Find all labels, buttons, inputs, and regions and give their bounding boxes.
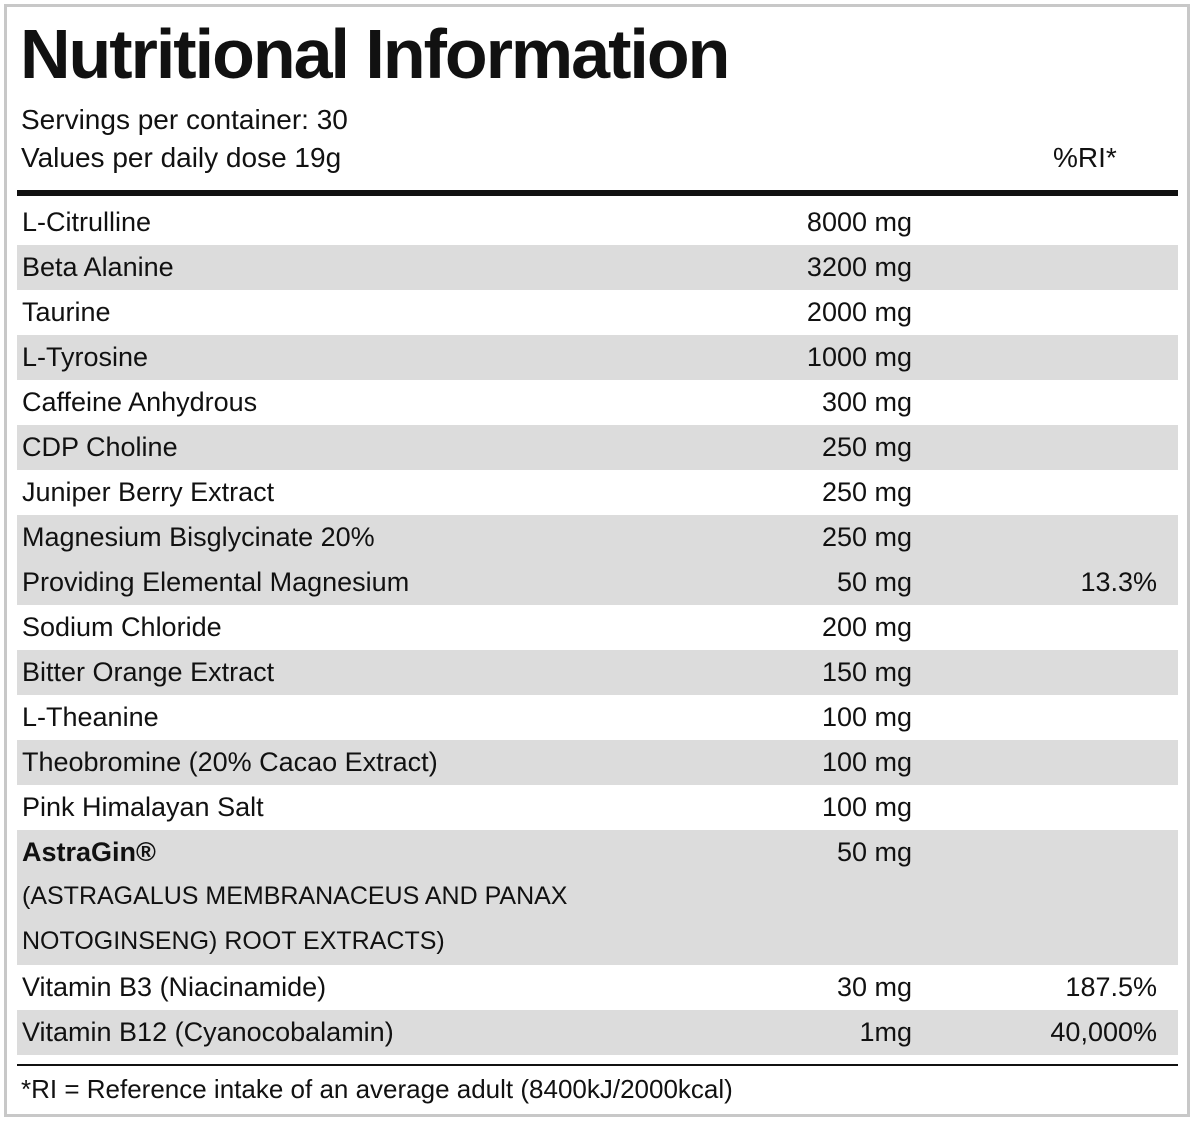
table-row: AstraGin® 50 mg (ASTRAGALUS MEMBRANACEUS A…	[17, 830, 1178, 965]
table-line: Juniper Berry Extract 250 mg	[17, 470, 1178, 515]
nutrient-name: L-Tyrosine	[22, 342, 149, 372]
table-row: L-Tyrosine 1000 mg	[17, 335, 1178, 380]
table-row: CDP Choline 250 mg	[17, 425, 1178, 470]
nutrient-name: Theobromine (20% Cacao Extract)	[22, 747, 438, 777]
table-row: Juniper Berry Extract 250 mg	[17, 470, 1178, 515]
table-line: L-Tyrosine 1000 mg	[17, 335, 1178, 380]
table-row: Sodium Chloride 200 mg	[17, 605, 1178, 650]
nutrient-amount: 250 mg	[821, 522, 912, 552]
table-row: Vitamin B3 (Niacinamide) 30 mg 187.5%	[17, 965, 1178, 1010]
table-row: Caffeine Anhydrous 300 mg	[17, 380, 1178, 425]
nutrient-amount: 2000 mg	[806, 297, 912, 327]
table-row: L-Theanine 100 mg	[17, 695, 1178, 740]
nutrient-amount: 50 mg	[836, 567, 912, 597]
nutrient-amount: 100 mg	[821, 747, 912, 777]
nutrient-name: Sodium Chloride	[22, 612, 222, 642]
table-line: Vitamin B3 (Niacinamide) 30 mg 187.5%	[17, 965, 1178, 1010]
nutrient-name: Juniper Berry Extract	[22, 477, 275, 507]
nutrient-amount: 50 mg	[836, 837, 912, 867]
nutrient-amount: 100 mg	[821, 702, 912, 732]
table-line: Caffeine Anhydrous 300 mg	[17, 380, 1178, 425]
table-row: Beta Alanine 3200 mg	[17, 245, 1178, 290]
nutrient-name: Vitamin B12 (Cyanocobalamin)	[22, 1017, 394, 1047]
table-line: Sodium Chloride 200 mg	[17, 605, 1178, 650]
table-line: Providing Elemental Magnesium 50 mg 13.3%	[17, 560, 1178, 605]
title: Nutritional Information	[20, 15, 730, 93]
nutrient-name: Taurine	[22, 297, 111, 327]
table-line: AstraGin® 50 mg	[17, 830, 1178, 875]
table-row: Magnesium Bisglycinate 20% 250 mg Providin…	[17, 515, 1178, 605]
table-row: L-Citrulline 8000 mg	[17, 200, 1178, 245]
nutrient-name: L-Theanine	[22, 702, 159, 732]
nutrient-name: L-Citrulline	[22, 207, 152, 237]
nutrient-amount: 1mg	[859, 1017, 912, 1047]
nutrient-name: Beta Alanine	[22, 252, 174, 282]
nutrient-amount: 250 mg	[821, 432, 912, 462]
frame	[4, 4, 1190, 1117]
nutrient-ri: 13.3%	[1080, 567, 1157, 597]
ri-heading: %RI*	[1053, 142, 1117, 173]
nutrient-amount: 300 mg	[821, 387, 912, 417]
table-row: Vitamin B12 (Cyanocobalamin) 1mg 40,000%	[17, 1010, 1178, 1055]
table-line: L-Theanine 100 mg	[17, 695, 1178, 740]
table-line: Taurine 2000 mg	[17, 290, 1178, 335]
nutrient-amount: 100 mg	[821, 792, 912, 822]
table-row: Pink Himalayan Salt 100 mg	[17, 785, 1178, 830]
nutrient-amount: 3200 mg	[806, 252, 912, 282]
values-per: Values per daily dose 19g	[21, 142, 342, 173]
table-line: CDP Choline 250 mg	[17, 425, 1178, 470]
nutrient-name: Vitamin B3 (Niacinamide)	[22, 972, 327, 1002]
table-line: Theobromine (20% Cacao Extract) 100 mg	[17, 740, 1178, 785]
nutrient-table: L-Citrulline 8000 mg Beta Alanine 3200 mg Ta…	[17, 200, 1178, 1055]
nutrient-name: Magnesium Bisglycinate 20%	[22, 522, 375, 552]
description-line: NOTOGINSENG) ROOT EXTRACTS)	[17, 920, 1178, 965]
description-line: (ASTRAGALUS MEMBRANACEUS AND PANAX	[17, 875, 1178, 920]
table-row: Theobromine (20% Cacao Extract) 100 mg	[17, 740, 1178, 785]
table-row: Taurine 2000 mg	[17, 290, 1178, 335]
nutrient-amount: 150 mg	[821, 657, 912, 687]
nutrient-ri: 40,000%	[1050, 1017, 1157, 1047]
nutrient-name: Caffeine Anhydrous	[22, 387, 258, 417]
nutrient-description: NOTOGINSENG) ROOT EXTRACTS)	[22, 927, 445, 955]
nutrient-ri: 187.5%	[1065, 972, 1157, 1002]
servings: Servings per container: 30	[21, 104, 348, 135]
nutrient-name: Bitter Orange Extract	[22, 657, 275, 687]
table-line: L-Citrulline 8000 mg	[17, 200, 1178, 245]
nutrient-name: AstraGin®	[22, 837, 156, 867]
table-line: Pink Himalayan Salt 100 mg	[17, 785, 1178, 830]
nutrient-amount: 8000 mg	[806, 207, 912, 237]
table-line: Magnesium Bisglycinate 20% 250 mg	[17, 515, 1178, 560]
table-line: Bitter Orange Extract 150 mg	[17, 650, 1178, 695]
table-line: Beta Alanine 3200 mg	[17, 245, 1178, 290]
nutrient-amount: 200 mg	[821, 612, 912, 642]
nutrient-amount: 30 mg	[836, 972, 912, 1002]
header-rule	[17, 190, 1178, 196]
nutrient-amount: 250 mg	[821, 477, 912, 507]
table-line: Vitamin B12 (Cyanocobalamin) 1mg 40,000%	[17, 1010, 1178, 1055]
nutrient-description: (ASTRAGALUS MEMBRANACEUS AND PANAX	[22, 882, 568, 910]
nutrient-name: Pink Himalayan Salt	[22, 792, 264, 822]
footer-rule	[17, 1064, 1178, 1066]
table-row: Bitter Orange Extract 150 mg	[17, 650, 1178, 695]
footnote: *RI = Reference intake of an average adu…	[21, 1074, 733, 1104]
nutrient-name: Providing Elemental Magnesium	[22, 567, 410, 597]
nutrient-amount: 1000 mg	[806, 342, 912, 372]
nutrient-name: CDP Choline	[22, 432, 178, 462]
